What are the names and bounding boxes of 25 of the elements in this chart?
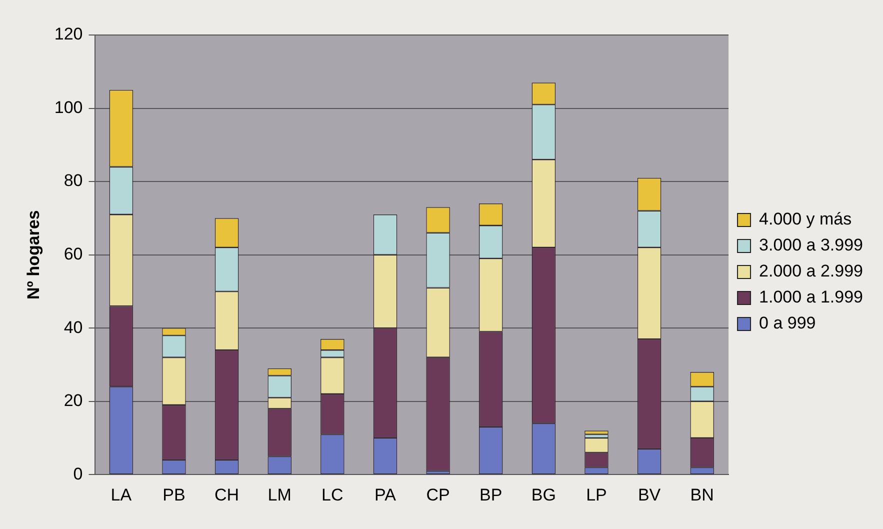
legend-label: 3.000 a 3.999 (759, 236, 863, 255)
y-axis-title: Nº hogares (24, 210, 43, 300)
x-tick-label: LA (110, 485, 132, 504)
legend-label: 2.000 a 2.999 (759, 262, 863, 281)
legend-label: 1.000 a 1.999 (759, 288, 863, 307)
x-tick-label: BG (531, 485, 556, 504)
y-tick-label: 20 (64, 391, 83, 410)
legend-label: 4.000 y más (759, 210, 852, 229)
x-tick-label: CP (426, 485, 450, 504)
y-tick-label: 100 (54, 98, 83, 117)
y-tick-label: 40 (64, 318, 83, 337)
y-tick-label: 120 (54, 24, 83, 44)
x-tick-label: LC (322, 485, 344, 504)
x-tick-label: CH (214, 485, 240, 504)
x-tick-label: PB (162, 485, 186, 504)
y-tick-label: 60 (64, 244, 83, 264)
y-tick-label: 0 (73, 464, 83, 484)
legend-label: 0 a 999 (759, 314, 816, 333)
x-tick-label: LM (268, 485, 292, 504)
x-tick-label: BN (690, 485, 714, 504)
x-tick-label: BV (638, 485, 662, 504)
x-tick-label: BP (480, 485, 502, 504)
x-tick-label: LP (586, 485, 607, 504)
y-tick-label: 80 (64, 171, 83, 190)
x-tick-label: PA (374, 485, 397, 504)
